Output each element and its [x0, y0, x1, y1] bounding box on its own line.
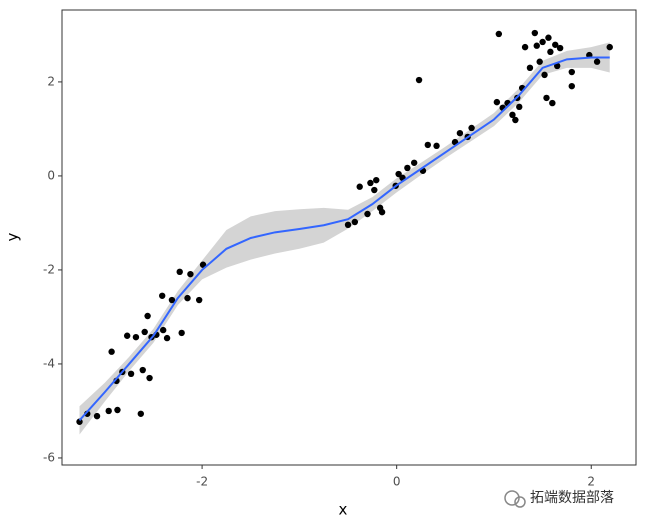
- point: [146, 374, 153, 382]
- point: [114, 406, 121, 414]
- point: [76, 418, 83, 425]
- point: [141, 328, 148, 336]
- point: [539, 38, 546, 46]
- point: [415, 76, 423, 84]
- y-tick-label: -2: [43, 262, 55, 276]
- point: [159, 326, 167, 334]
- point: [468, 124, 475, 132]
- point: [373, 176, 380, 184]
- point: [123, 332, 131, 339]
- x-tick-label: -2: [196, 475, 208, 489]
- point: [547, 48, 554, 56]
- panel: [61, 9, 637, 466]
- point: [545, 34, 552, 41]
- point: [556, 44, 564, 52]
- watermark: 拓端数据部落: [530, 490, 614, 506]
- point: [199, 261, 207, 268]
- point: [139, 366, 146, 374]
- point: [351, 218, 359, 226]
- point: [184, 294, 191, 302]
- point: [356, 183, 363, 190]
- point: [549, 99, 556, 107]
- point: [512, 116, 519, 124]
- point: [536, 58, 543, 65]
- point: [404, 164, 411, 172]
- point: [543, 94, 550, 102]
- point: [424, 141, 432, 149]
- x-axis-label: x: [339, 501, 348, 519]
- x-tick-label: 0: [393, 475, 401, 489]
- y-tick-label: -6: [43, 450, 55, 464]
- point: [367, 179, 374, 187]
- point: [364, 210, 371, 218]
- point: [568, 68, 575, 76]
- watermark-icon: [504, 490, 526, 508]
- y-tick-label: 0: [47, 168, 55, 182]
- point: [568, 82, 575, 90]
- point: [521, 43, 529, 51]
- point: [533, 42, 540, 49]
- y-tick-label: -4: [43, 356, 55, 370]
- point: [127, 370, 135, 378]
- point: [144, 312, 151, 320]
- point: [516, 103, 523, 111]
- point: [552, 41, 559, 48]
- point: [108, 348, 115, 355]
- point: [159, 292, 166, 299]
- point: [456, 129, 464, 137]
- point: [593, 58, 601, 65]
- point: [371, 186, 378, 194]
- x-tick-label: 2: [587, 475, 595, 489]
- point: [187, 270, 194, 278]
- smooth-line: [78, 56, 610, 422]
- point: [105, 407, 112, 415]
- y-axis-label: y: [4, 232, 22, 241]
- point: [606, 43, 613, 51]
- point: [132, 333, 140, 341]
- point: [168, 296, 176, 304]
- point: [531, 29, 539, 37]
- point: [541, 71, 548, 79]
- point: [410, 159, 418, 166]
- point: [526, 64, 534, 72]
- point: [344, 221, 352, 229]
- point: [176, 268, 183, 276]
- point: [93, 412, 101, 420]
- point: [495, 30, 503, 38]
- point: [137, 410, 145, 417]
- point: [378, 208, 386, 216]
- point: [493, 98, 501, 106]
- point: [195, 296, 203, 304]
- point: [433, 142, 440, 150]
- y-tick-label: 2: [47, 74, 55, 88]
- point: [163, 334, 171, 342]
- point: [178, 329, 185, 337]
- point: [509, 111, 516, 119]
